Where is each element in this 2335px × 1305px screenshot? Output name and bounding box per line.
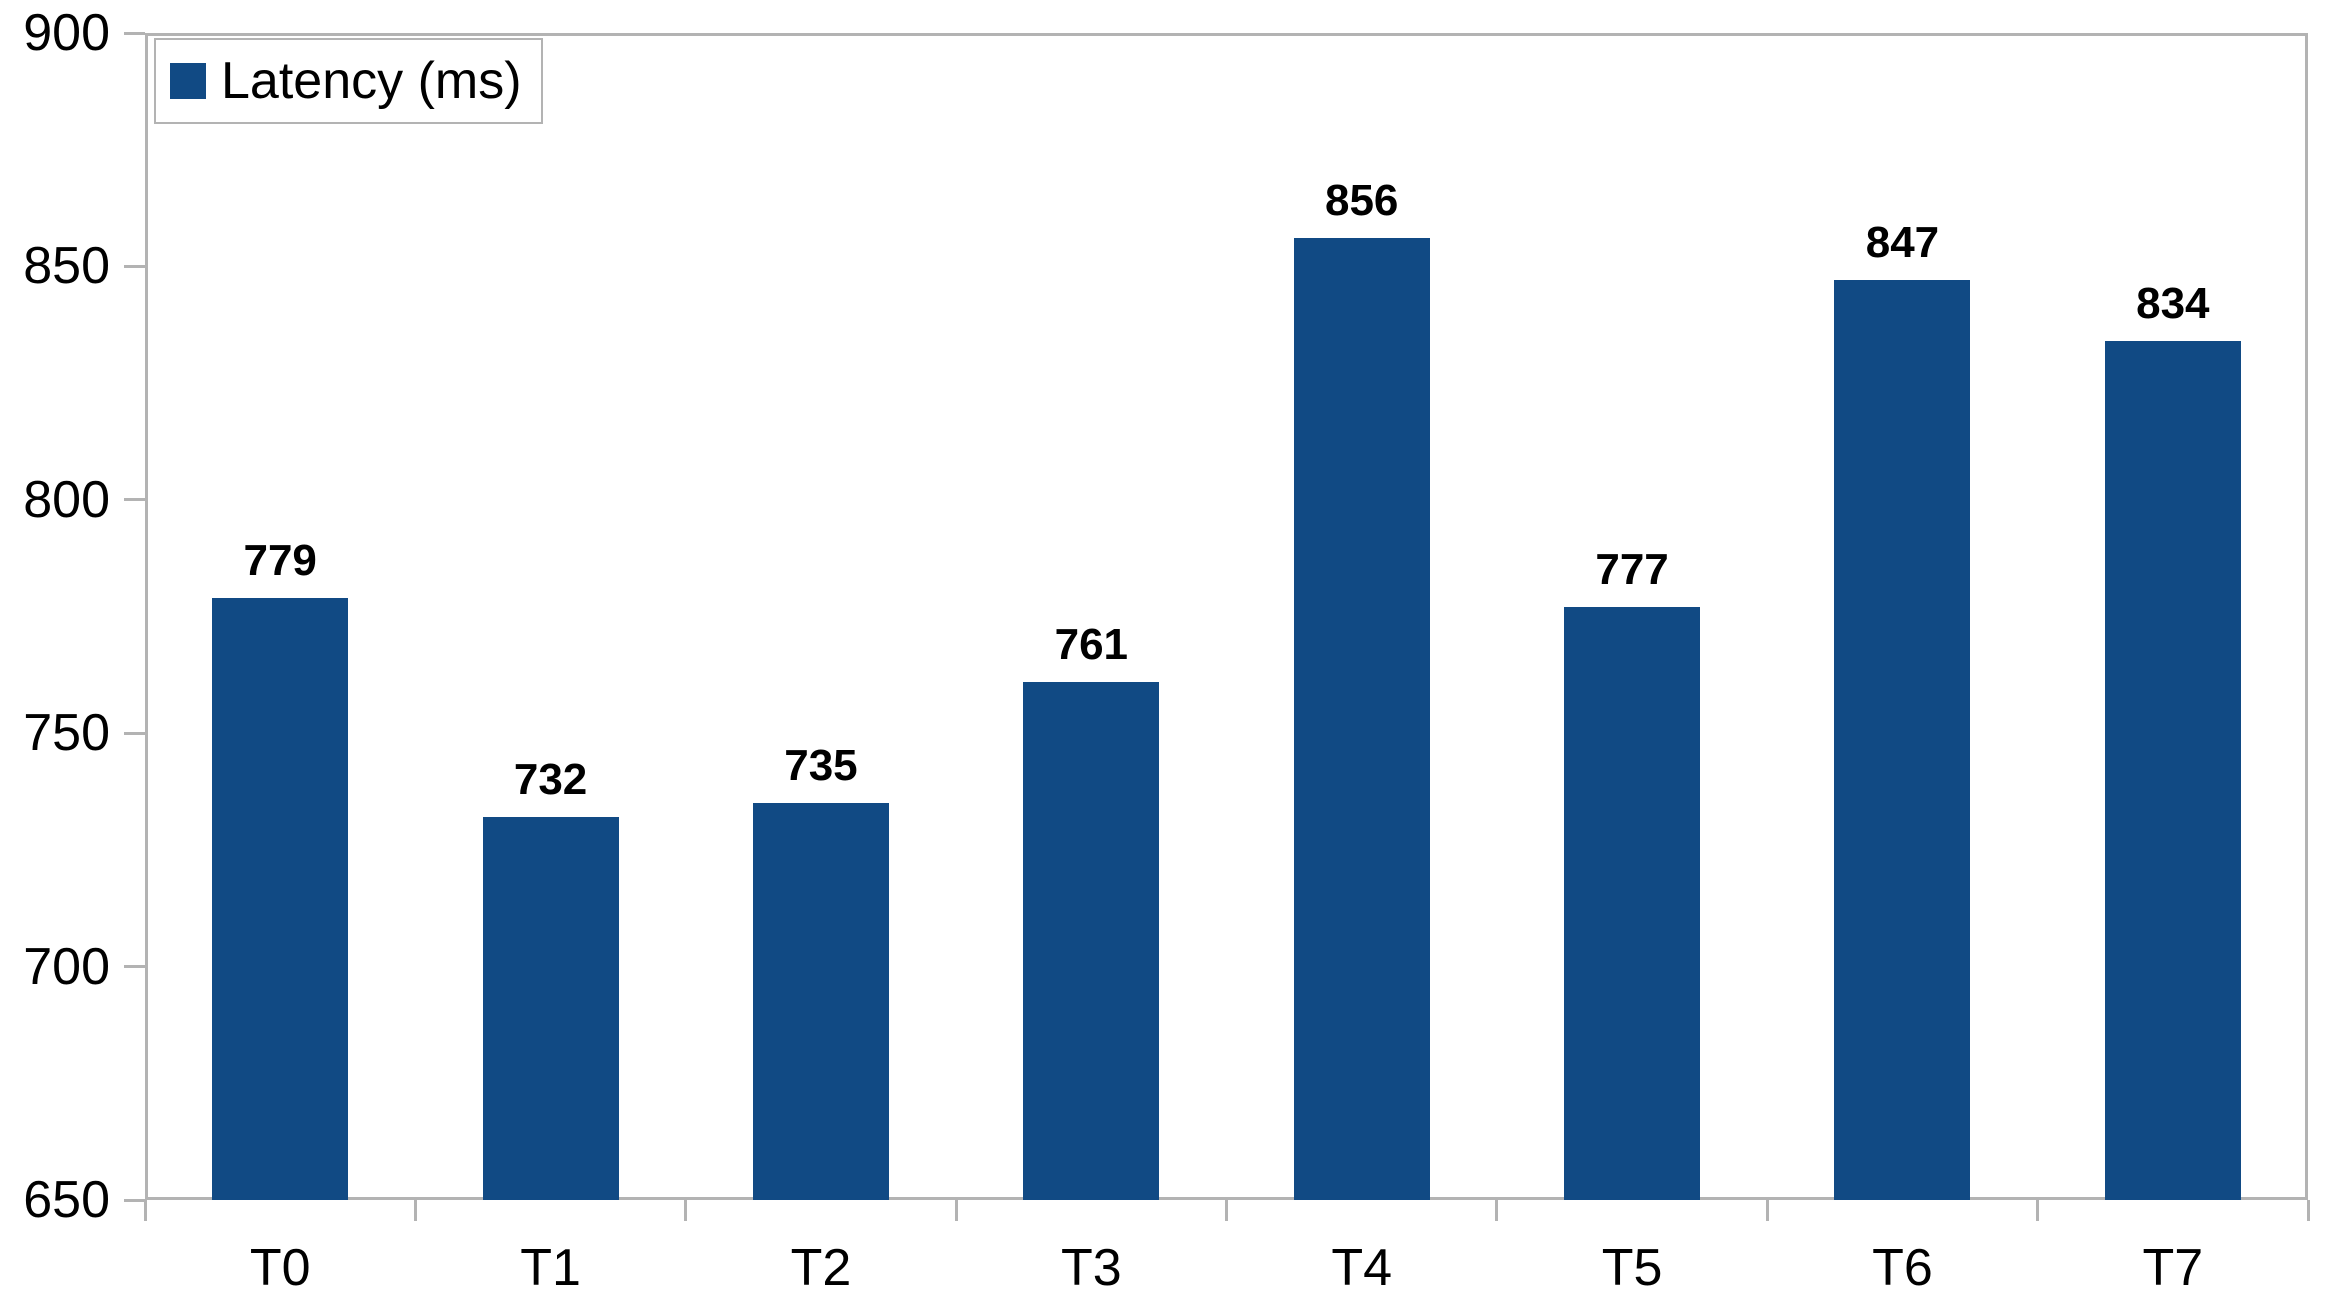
x-axis-tick: [2036, 1200, 2040, 1221]
legend-series-label: Latency (ms): [221, 52, 522, 110]
x-axis-category-label: T2: [790, 1239, 852, 1297]
x-axis-tick: [2306, 1200, 2310, 1221]
x-axis-tick: [143, 1200, 147, 1221]
plot-area: [145, 33, 2308, 1200]
bar-value-label: 777: [1595, 545, 1669, 595]
x-axis-category-label: T0: [249, 1239, 311, 1297]
legend: Latency (ms): [154, 38, 543, 124]
y-axis-tick: [124, 31, 145, 35]
x-axis-category-label: T4: [1331, 1239, 1393, 1297]
bar-value-label: 732: [513, 755, 588, 805]
bar-T5: [1564, 607, 1701, 1200]
bar-T1: [482, 817, 619, 1200]
y-axis-tick: [124, 1198, 145, 1202]
y-axis-tick-label: 900: [23, 4, 110, 62]
x-axis-tick: [1495, 1200, 1499, 1221]
x-axis-tick: [954, 1200, 958, 1221]
legend-color-swatch: [170, 63, 206, 99]
x-axis-category-label: T6: [1872, 1239, 1933, 1297]
bar-value-label: 856: [1324, 176, 1399, 226]
y-axis-tick-label: 850: [23, 237, 110, 296]
bar-value-label: 735: [784, 741, 858, 791]
x-axis-tick: [684, 1200, 688, 1221]
bar-T3: [1023, 681, 1160, 1200]
x-axis-tick: [1225, 1200, 1228, 1221]
bar-T0: [212, 597, 349, 1200]
x-axis-category-label: T5: [1601, 1239, 1663, 1297]
bar-value-label: 847: [1865, 218, 1940, 268]
y-axis-tick-label: 800: [23, 470, 110, 529]
y-axis-tick: [124, 965, 145, 969]
y-axis-tick: [124, 731, 145, 735]
y-axis-tick-label: 650: [23, 1171, 110, 1229]
x-axis-category-label: T7: [2142, 1239, 2204, 1297]
x-axis-tick: [1765, 1200, 1769, 1221]
x-axis-category-label: T3: [1060, 1239, 1122, 1297]
x-axis-category-label: T1: [520, 1239, 581, 1297]
y-axis-tick: [124, 498, 145, 502]
bar-value-label: 779: [243, 535, 317, 585]
bar-T4: [1293, 238, 1430, 1200]
bar-T6: [1834, 280, 1971, 1200]
y-axis-tick-label: 700: [23, 937, 110, 996]
y-axis-tick-label: 750: [23, 704, 110, 763]
bar-value-label: 761: [1054, 619, 1129, 669]
bar-T7: [2104, 341, 2241, 1200]
x-axis-tick: [413, 1200, 417, 1221]
y-axis-tick: [124, 264, 145, 268]
bar-T2: [752, 803, 889, 1200]
bar-value-label: 834: [2136, 279, 2210, 329]
